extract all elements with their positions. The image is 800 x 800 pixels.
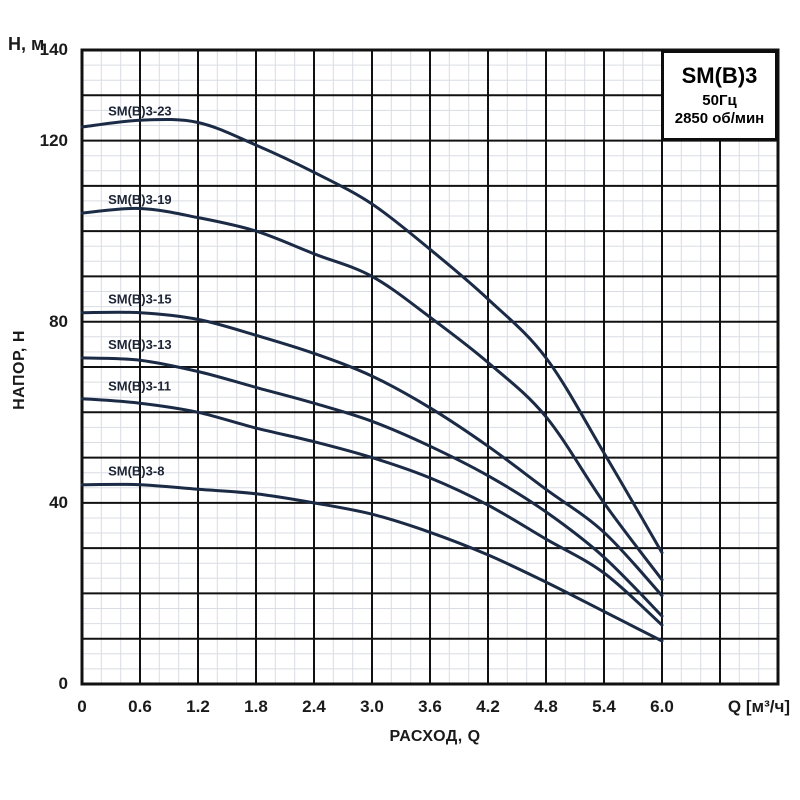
y-axis-title: НАПОР, Н: [11, 330, 28, 410]
x-axis-title: РАСХОД, Q: [389, 728, 481, 745]
pump-curve-SM(B)3-11: [80, 397, 664, 627]
y-axis-unit: H, м: [8, 34, 45, 54]
pump-speed: 2850 об/мин: [674, 110, 765, 127]
pump-curve-SM(B)3-13: [80, 356, 664, 618]
curve-label-SM(B)3-19: SM(B)3-19: [108, 192, 172, 207]
curve-label-SM(B)3-15: SM(B)3-15: [108, 292, 172, 307]
pump-curve-SM(B)3-15: [80, 310, 664, 598]
y-tick-label-140: 140: [39, 40, 68, 59]
curve-label-SM(B)3-11: SM(B)3-11: [108, 379, 171, 394]
pump-curve-SM(B)3-19: [80, 206, 664, 582]
x-tick-label-5.4: 5.4: [592, 697, 616, 716]
x-tick-label-1.2: 1.2: [186, 697, 210, 716]
pump-curve-SM(B)3-8: [80, 482, 664, 643]
y-tick-label-80: 80: [49, 311, 68, 331]
pump-frequency: 50Гц: [702, 92, 737, 109]
curve-label-SM(B)3-13: SM(B)3-13: [108, 337, 172, 352]
x-tick-label-0.6: 0.6: [128, 697, 152, 716]
y-tick-label-40: 40: [49, 492, 68, 512]
x-tick-label-3.6: 3.6: [418, 697, 442, 716]
pump-curve-SM(B)3-23: [80, 118, 664, 555]
chart-title-box: SM(B)3 50Гц 2850 об/мин: [661, 50, 778, 141]
y-tick-label-120: 120: [39, 130, 68, 150]
x-tick-label-0: 0: [77, 697, 87, 716]
pump-model-title: SM(B)3: [681, 63, 758, 88]
curve-label-SM(B)3-8: SM(B)3-8: [108, 464, 164, 479]
x-axis-unit: Q [м³/ч]: [727, 697, 790, 716]
x-tick-label-3.0: 3.0: [360, 697, 384, 716]
x-tick-label-1.8: 1.8: [244, 697, 268, 716]
plot-border: [80, 48, 780, 686]
y-tick-label-0: 0: [58, 674, 68, 693]
curve-label-SM(B)3-23: SM(B)3-23: [108, 104, 172, 119]
x-tick-label-6.0: 6.0: [650, 697, 674, 716]
x-tick-label-4.8: 4.8: [534, 697, 558, 716]
x-tick-label-4.2: 4.2: [476, 697, 500, 716]
x-tick-label-2.4: 2.4: [302, 697, 326, 716]
